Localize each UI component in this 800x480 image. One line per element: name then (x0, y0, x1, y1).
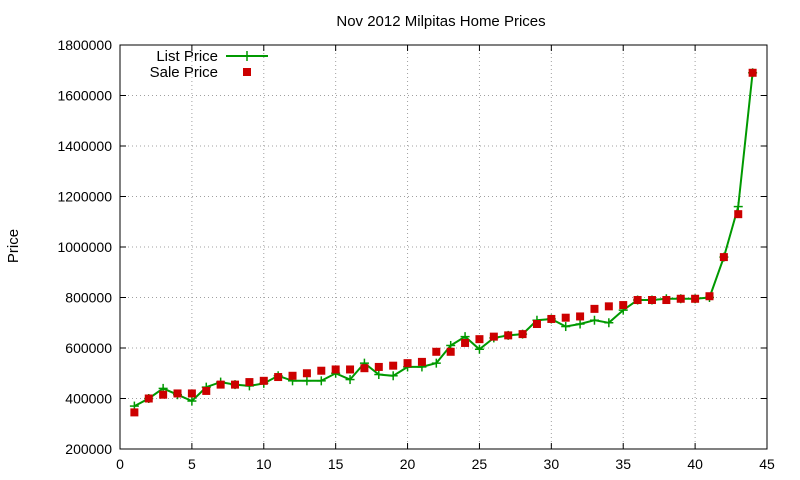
y-tick-label: 400000 (65, 391, 112, 407)
sale-price-point (590, 304, 599, 313)
sale-price-point (561, 313, 570, 322)
x-tick-label: 20 (400, 456, 416, 472)
y-tick-label: 1600000 (57, 88, 112, 104)
list-price-point (187, 396, 197, 406)
sale-price-point (547, 314, 556, 323)
list-price-point (431, 358, 441, 368)
sale-price-point (317, 366, 326, 375)
sale-price-point (274, 373, 283, 382)
sale-price-point (130, 408, 139, 417)
list-price-point (345, 375, 355, 385)
y-tick-label: 1800000 (57, 37, 112, 53)
sale-price-point (676, 294, 685, 303)
y-tick-label: 200000 (65, 441, 112, 457)
sale-price-point (619, 301, 628, 310)
list-price-line (133, 72, 754, 407)
sale-price-point (259, 376, 268, 385)
x-tick-label: 0 (116, 456, 124, 472)
sale-price-point (173, 389, 182, 398)
sale-price-point (331, 365, 340, 374)
sale-price-point (389, 361, 398, 370)
list-price-point (604, 318, 614, 328)
sale-price-point (532, 320, 541, 329)
sale-price-point (461, 338, 470, 347)
sale-price-point (647, 296, 656, 305)
sale-price-point (518, 330, 527, 339)
list-price-point (388, 371, 398, 381)
sale-price-point (216, 380, 225, 389)
sale-price-point (705, 292, 714, 301)
x-tick-label: 10 (256, 456, 272, 472)
sale-price-point (302, 369, 311, 378)
sale-price-point (748, 68, 757, 77)
legend-label-sale-price: Sale Price (150, 64, 218, 81)
sale-price-point (245, 378, 254, 387)
x-tick-label: 5 (188, 456, 196, 472)
list-price-point (561, 322, 571, 332)
tick-labels: 0 5 10 15 20 25 30 35 40 45 200000 400000 600000 8000… (57, 37, 775, 472)
y-tick-label: 1200000 (57, 189, 112, 205)
sale-price-point (576, 312, 585, 321)
list-price-point (302, 376, 312, 386)
series-layer (129, 68, 758, 417)
y-tick-label: 800000 (65, 290, 112, 306)
legend-label-list-price: List Price (156, 48, 218, 65)
sale-price-point (691, 294, 700, 303)
sale-price-point (231, 380, 240, 389)
sale-price-point (662, 296, 671, 305)
plot-border (119, 44, 768, 450)
sale-price-point (346, 365, 355, 374)
sale-price-point (475, 335, 484, 344)
sale-price-point (719, 253, 728, 262)
list-price-point (733, 202, 743, 212)
sale-price-point (446, 347, 455, 356)
sale-price-point (159, 390, 168, 399)
list-price-point (575, 319, 585, 329)
x-tick-label: 45 (759, 456, 775, 472)
x-tick-label: 15 (328, 456, 344, 472)
y-axis-title: Price (5, 229, 22, 263)
chart-title: Nov 2012 Milpitas Home Prices (336, 13, 545, 30)
x-tick-label: 35 (615, 456, 631, 472)
list-price-point (589, 315, 599, 325)
legend: List Price Sale Price (150, 48, 268, 81)
sale-price-point (504, 331, 513, 340)
sale-price-point (489, 332, 498, 341)
sale-price-point (432, 347, 441, 356)
list-price-point (474, 344, 484, 354)
legend-marker-list-price (242, 51, 252, 61)
x-tick-label: 40 (687, 456, 703, 472)
sale-price-point (202, 386, 211, 395)
sale-price-point (187, 389, 196, 398)
sale-price-point (360, 364, 369, 373)
y-tick-label: 1400000 (57, 138, 112, 154)
y-tick-label: 1000000 (57, 239, 112, 255)
sale-price-point (144, 394, 153, 403)
x-tick-label: 30 (544, 456, 560, 472)
legend-marker-sale-price (243, 68, 251, 76)
sale-price-point (633, 296, 642, 305)
x-tick-label: 25 (472, 456, 488, 472)
list-price-point (316, 376, 326, 386)
list-price-point (374, 370, 384, 380)
sale-price-point (288, 371, 297, 380)
sale-price-point (604, 302, 613, 311)
sale-price-point (734, 210, 743, 219)
sale-price-point (374, 362, 383, 371)
y-tick-label: 600000 (65, 340, 112, 356)
sale-price-point (403, 359, 412, 368)
sale-price-point (417, 357, 426, 366)
